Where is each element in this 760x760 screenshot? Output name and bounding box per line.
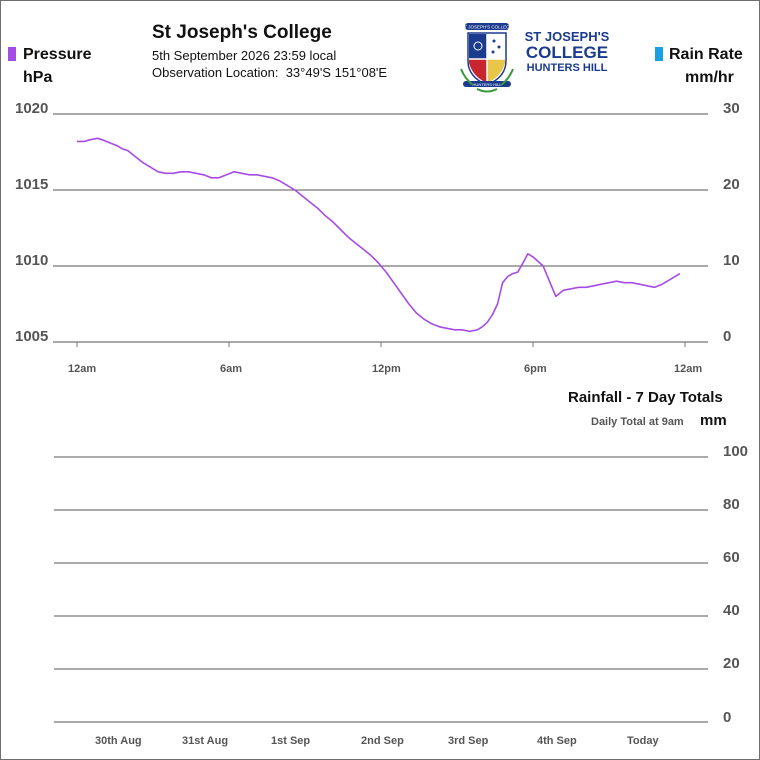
x-tick-label: 6pm — [524, 363, 547, 375]
right-tick-label: 30 — [723, 100, 740, 117]
rainfall-chart-title: Rainfall - 7 Day Totals — [568, 389, 723, 406]
left-tick-label: 1020 — [15, 100, 49, 117]
left-axis-unit: hPa — [23, 69, 53, 86]
rain-rate-legend-swatch — [655, 47, 663, 61]
right-axis-unit: mm/hr — [685, 69, 734, 86]
logo-line-2: COLLEGE — [526, 43, 608, 62]
logo-banner-top: ST JOSEPH'S COLLEGE — [461, 25, 512, 30]
rainfall-tick-label: 60 — [723, 549, 740, 566]
page-title: St Joseph's College — [152, 22, 332, 43]
rainfall-axis-unit: mm — [700, 412, 727, 429]
x-tick-label: 12am — [68, 363, 97, 375]
logo-line-1: ST JOSEPH'S — [525, 29, 610, 44]
pressure-chart — [53, 113, 708, 347]
pressure-series-line — [77, 137, 681, 333]
x-tick-label: 6am — [220, 363, 243, 375]
rainfall-tick-label: 20 — [723, 655, 740, 672]
rainfall-category-label: 31st Aug — [182, 735, 229, 747]
rainfall-category-label: 3rd Sep — [448, 735, 489, 747]
rainfall-category-label: 1st Sep — [271, 735, 311, 747]
rainfall-tick-label: 40 — [723, 602, 740, 619]
logo-banner-bottom: HUNTERS HILL — [473, 82, 503, 87]
logo-line-3: HUNTERS HILL — [527, 62, 608, 74]
left-axis-title: Pressure — [23, 46, 92, 63]
rainfall-chart-subtitle: Daily Total at 9am — [591, 416, 684, 428]
rainfall-category-label: 30th Aug — [95, 735, 142, 747]
rainfall-category-label: Today — [627, 735, 659, 747]
crest-icon: ST JOSEPH'S COLLEGE HUNTERS HILL ST JOSE… — [460, 23, 610, 93]
right-tick-label: 10 — [723, 252, 740, 269]
location-value: 33°49'S 151°08'E — [285, 65, 388, 80]
rainfall-category-label: 4th Sep — [537, 735, 577, 747]
location-label: Observation Location: — [152, 65, 279, 80]
college-logo: ST JOSEPH'S COLLEGE HUNTERS HILL ST JOSE… — [459, 21, 619, 95]
left-tick-label: 1005 — [15, 328, 49, 345]
pressure-legend-swatch — [8, 47, 16, 61]
left-tick-label: 1010 — [15, 252, 49, 269]
right-tick-label: 20 — [723, 176, 740, 193]
right-tick-label: 0 — [723, 328, 732, 345]
rainfall-tick-label: 80 — [723, 496, 740, 513]
right-axis-title: Rain Rate — [669, 46, 743, 63]
report-datetime: 5th September 2026 23:59 local — [152, 48, 337, 63]
rainfall-tick-label: 0 — [723, 709, 732, 726]
rainfall-tick-label: 100 — [723, 443, 749, 460]
rainfall-category-label: 2nd Sep — [361, 735, 404, 747]
left-tick-label: 1015 — [15, 176, 49, 193]
x-tick-label: 12pm — [372, 363, 401, 375]
x-tick-label: 12am — [674, 363, 703, 375]
observation-location: Observation Location: 33°49'S 151°08'E — [152, 65, 387, 80]
